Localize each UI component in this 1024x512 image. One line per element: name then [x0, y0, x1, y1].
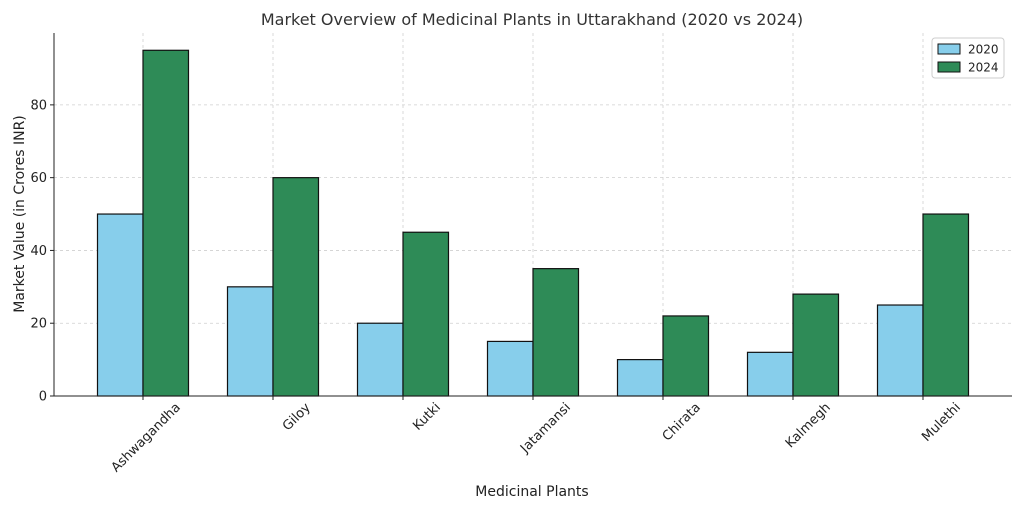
bars	[96, 49, 970, 397]
legend-label-2020: 2020	[968, 43, 999, 57]
legend-swatch-2020	[937, 43, 961, 55]
legend-swatch-2024	[937, 61, 961, 73]
bar-2020-kalmegh	[746, 351, 794, 397]
y-tick-label: 40	[30, 244, 47, 259]
x-tick-label: Giloy	[280, 400, 314, 434]
y-axis-label: Market Value (in Crores INR)	[12, 115, 28, 313]
chart-title: Market Overview of Medicinal Plants in U…	[261, 10, 803, 29]
legend-label-2024: 2024	[968, 61, 999, 75]
y-tick-label: 20	[30, 317, 47, 332]
x-tick-labels: Ashwagandha Giloy Kutki Jatamansi Chirata Kal…	[109, 396, 964, 475]
bar-2024-chirata	[662, 315, 710, 397]
x-tick-label: Jatamansi	[517, 400, 574, 457]
x-tick-label: Ashwagandha	[109, 400, 184, 475]
bar-2020-mulethi	[876, 304, 924, 397]
bar-2024-kalmegh	[792, 293, 840, 397]
y-tick-label: 0	[39, 390, 47, 405]
y-tick-label: 80	[30, 98, 47, 113]
legend: 2020 2024	[931, 37, 1005, 79]
y-tick-labels: 0 20 40 60 80	[30, 98, 54, 405]
bar-2020-giloy	[226, 286, 274, 397]
bar-2024-giloy	[272, 177, 320, 397]
bar-2024-kutki	[402, 231, 450, 397]
bar-2020-ashwagandha	[96, 213, 144, 397]
bar-2020-jatamansi	[486, 340, 534, 397]
bar-2024-jatamansi	[532, 268, 580, 397]
x-tick-label: Mulethi	[919, 400, 964, 445]
x-tick-label: Kalmegh	[783, 400, 834, 451]
x-tick-label: Kutki	[410, 400, 443, 433]
bar-2020-kutki	[356, 322, 404, 397]
x-tick-label: Chirata	[660, 400, 704, 444]
x-axis-label: Medicinal Plants	[475, 484, 588, 500]
bar-2024-mulethi	[922, 213, 970, 397]
bar-2024-ashwagandha	[142, 49, 190, 397]
y-tick-label: 60	[30, 171, 47, 186]
bar-2020-chirata	[616, 359, 664, 397]
